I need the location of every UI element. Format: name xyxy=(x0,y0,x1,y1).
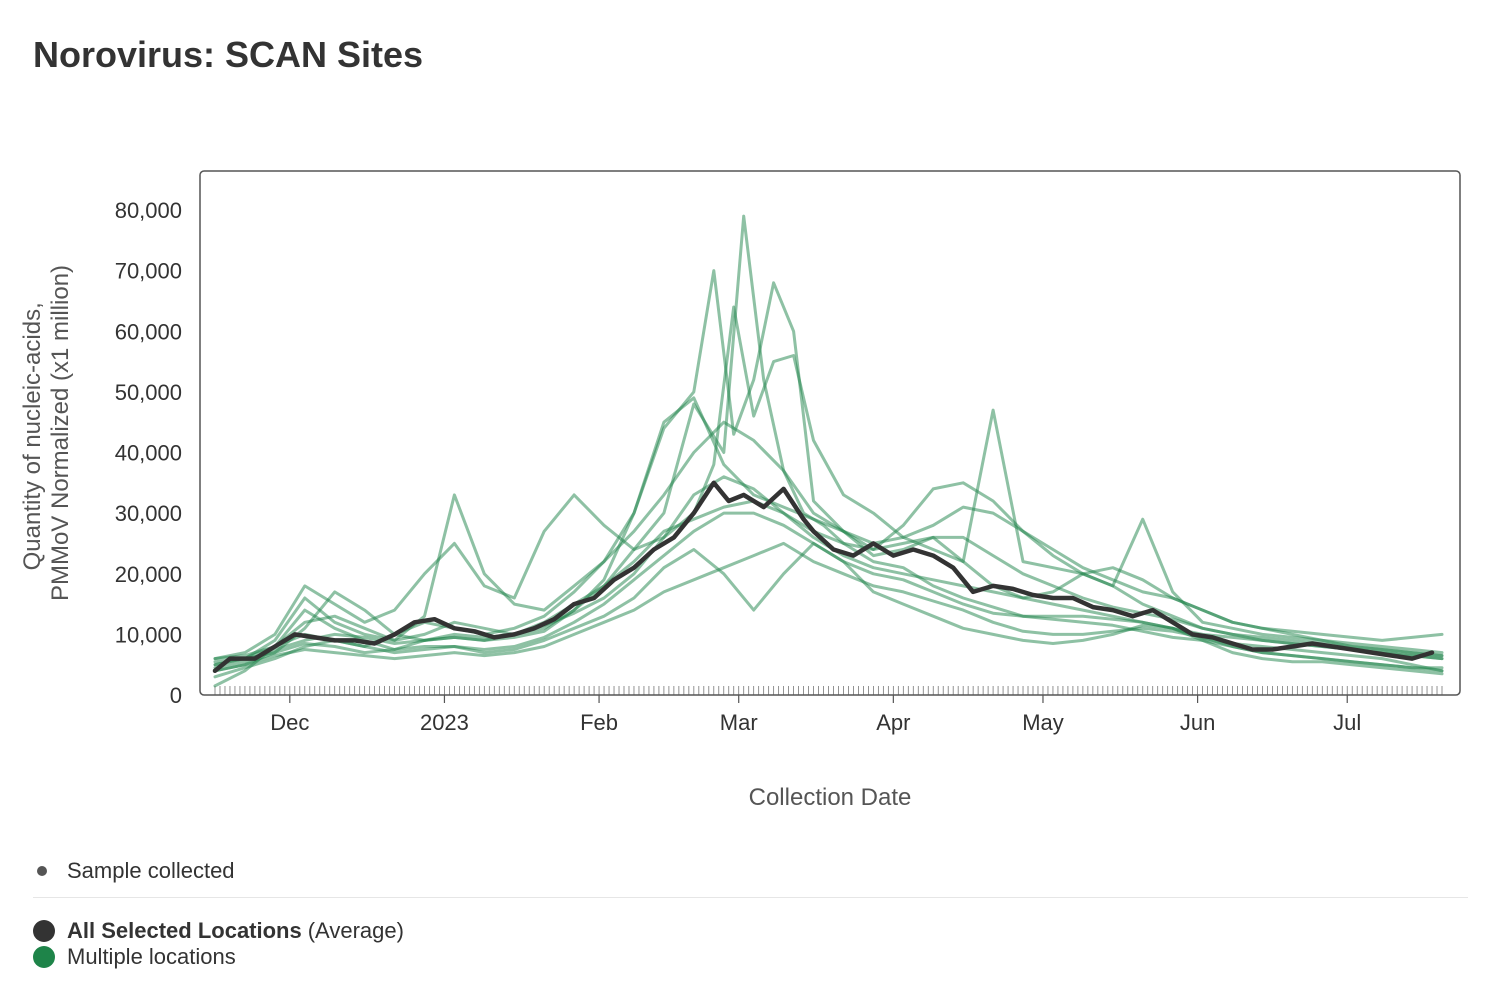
series-line-location[interactable] xyxy=(213,420,1444,661)
series-line-location[interactable] xyxy=(213,269,1444,667)
x-axis-ticks: Dec 2023 Feb Mar Apr May Jun Jul xyxy=(270,695,1361,735)
y-tick-label: 60,000 xyxy=(115,319,182,344)
legend-sample-label: Sample collected xyxy=(67,858,235,883)
y-axis-ticks: 0 10,000 20,000 30,000 40,000 50,000 60,000 70,… xyxy=(115,198,182,708)
legend-average-suffix: (Average) xyxy=(307,918,404,943)
y-tick-label: 10,000 xyxy=(115,622,182,647)
x-tick-label: Jun xyxy=(1180,710,1215,735)
series-line-location[interactable] xyxy=(213,214,1444,688)
x-tick-label: Dec xyxy=(270,710,309,735)
x-axis-label: Collection Date xyxy=(749,784,912,811)
series-line-location[interactable] xyxy=(213,499,1444,673)
legend-divider xyxy=(33,897,1468,898)
sample-dot-icon xyxy=(37,866,47,876)
legend-multiple-locations[interactable]: Multiple locations xyxy=(33,944,236,970)
series-line-location[interactable] xyxy=(213,541,1444,679)
series-line-average[interactable] xyxy=(212,480,1435,674)
average-swatch-icon xyxy=(33,920,55,942)
legend-sample-collected: Sample collected xyxy=(34,858,235,884)
x-tick-label: Apr xyxy=(876,710,910,735)
x-tick-label: 2023 xyxy=(420,710,469,735)
series-layer xyxy=(212,214,1444,688)
y-axis-label: Quantity of nucleic-acids, PMMoV Normali… xyxy=(19,265,74,601)
multiple-swatch-icon xyxy=(33,946,55,968)
y-tick-label: 30,000 xyxy=(115,501,182,526)
plot-frame xyxy=(199,170,1461,696)
x-tick-label: Mar xyxy=(720,710,758,735)
x-minor-ticks xyxy=(214,686,1443,695)
y-tick-label: 80,000 xyxy=(115,198,182,223)
legend-average-bold: All Selected Locations xyxy=(67,918,302,943)
y-tick-label: 20,000 xyxy=(115,562,182,587)
x-tick-label: Feb xyxy=(580,710,618,735)
series-line-location[interactable] xyxy=(213,305,1444,661)
chart-title: Norovirus: SCAN Sites xyxy=(33,34,424,75)
y-tick-label: 50,000 xyxy=(115,380,182,405)
legend-average[interactable]: All Selected Locations (Average) xyxy=(33,918,404,944)
y-tick-label: 0 xyxy=(170,683,182,708)
chart-area: 0 10,000 20,000 30,000 40,000 50,000 60,000 70,… xyxy=(19,170,1461,811)
x-tick-label: May xyxy=(1022,710,1064,735)
y-tick-label: 40,000 xyxy=(115,441,182,466)
y-axis-label-line-2: PMMoV Normalized (x1 million) xyxy=(47,265,74,601)
legend-multiple-label: Multiple locations xyxy=(67,944,236,969)
x-tick-label: Jul xyxy=(1333,710,1361,735)
y-axis-label-line-1: Quantity of nucleic-acids, xyxy=(19,302,46,570)
y-tick-label: 70,000 xyxy=(115,259,182,284)
